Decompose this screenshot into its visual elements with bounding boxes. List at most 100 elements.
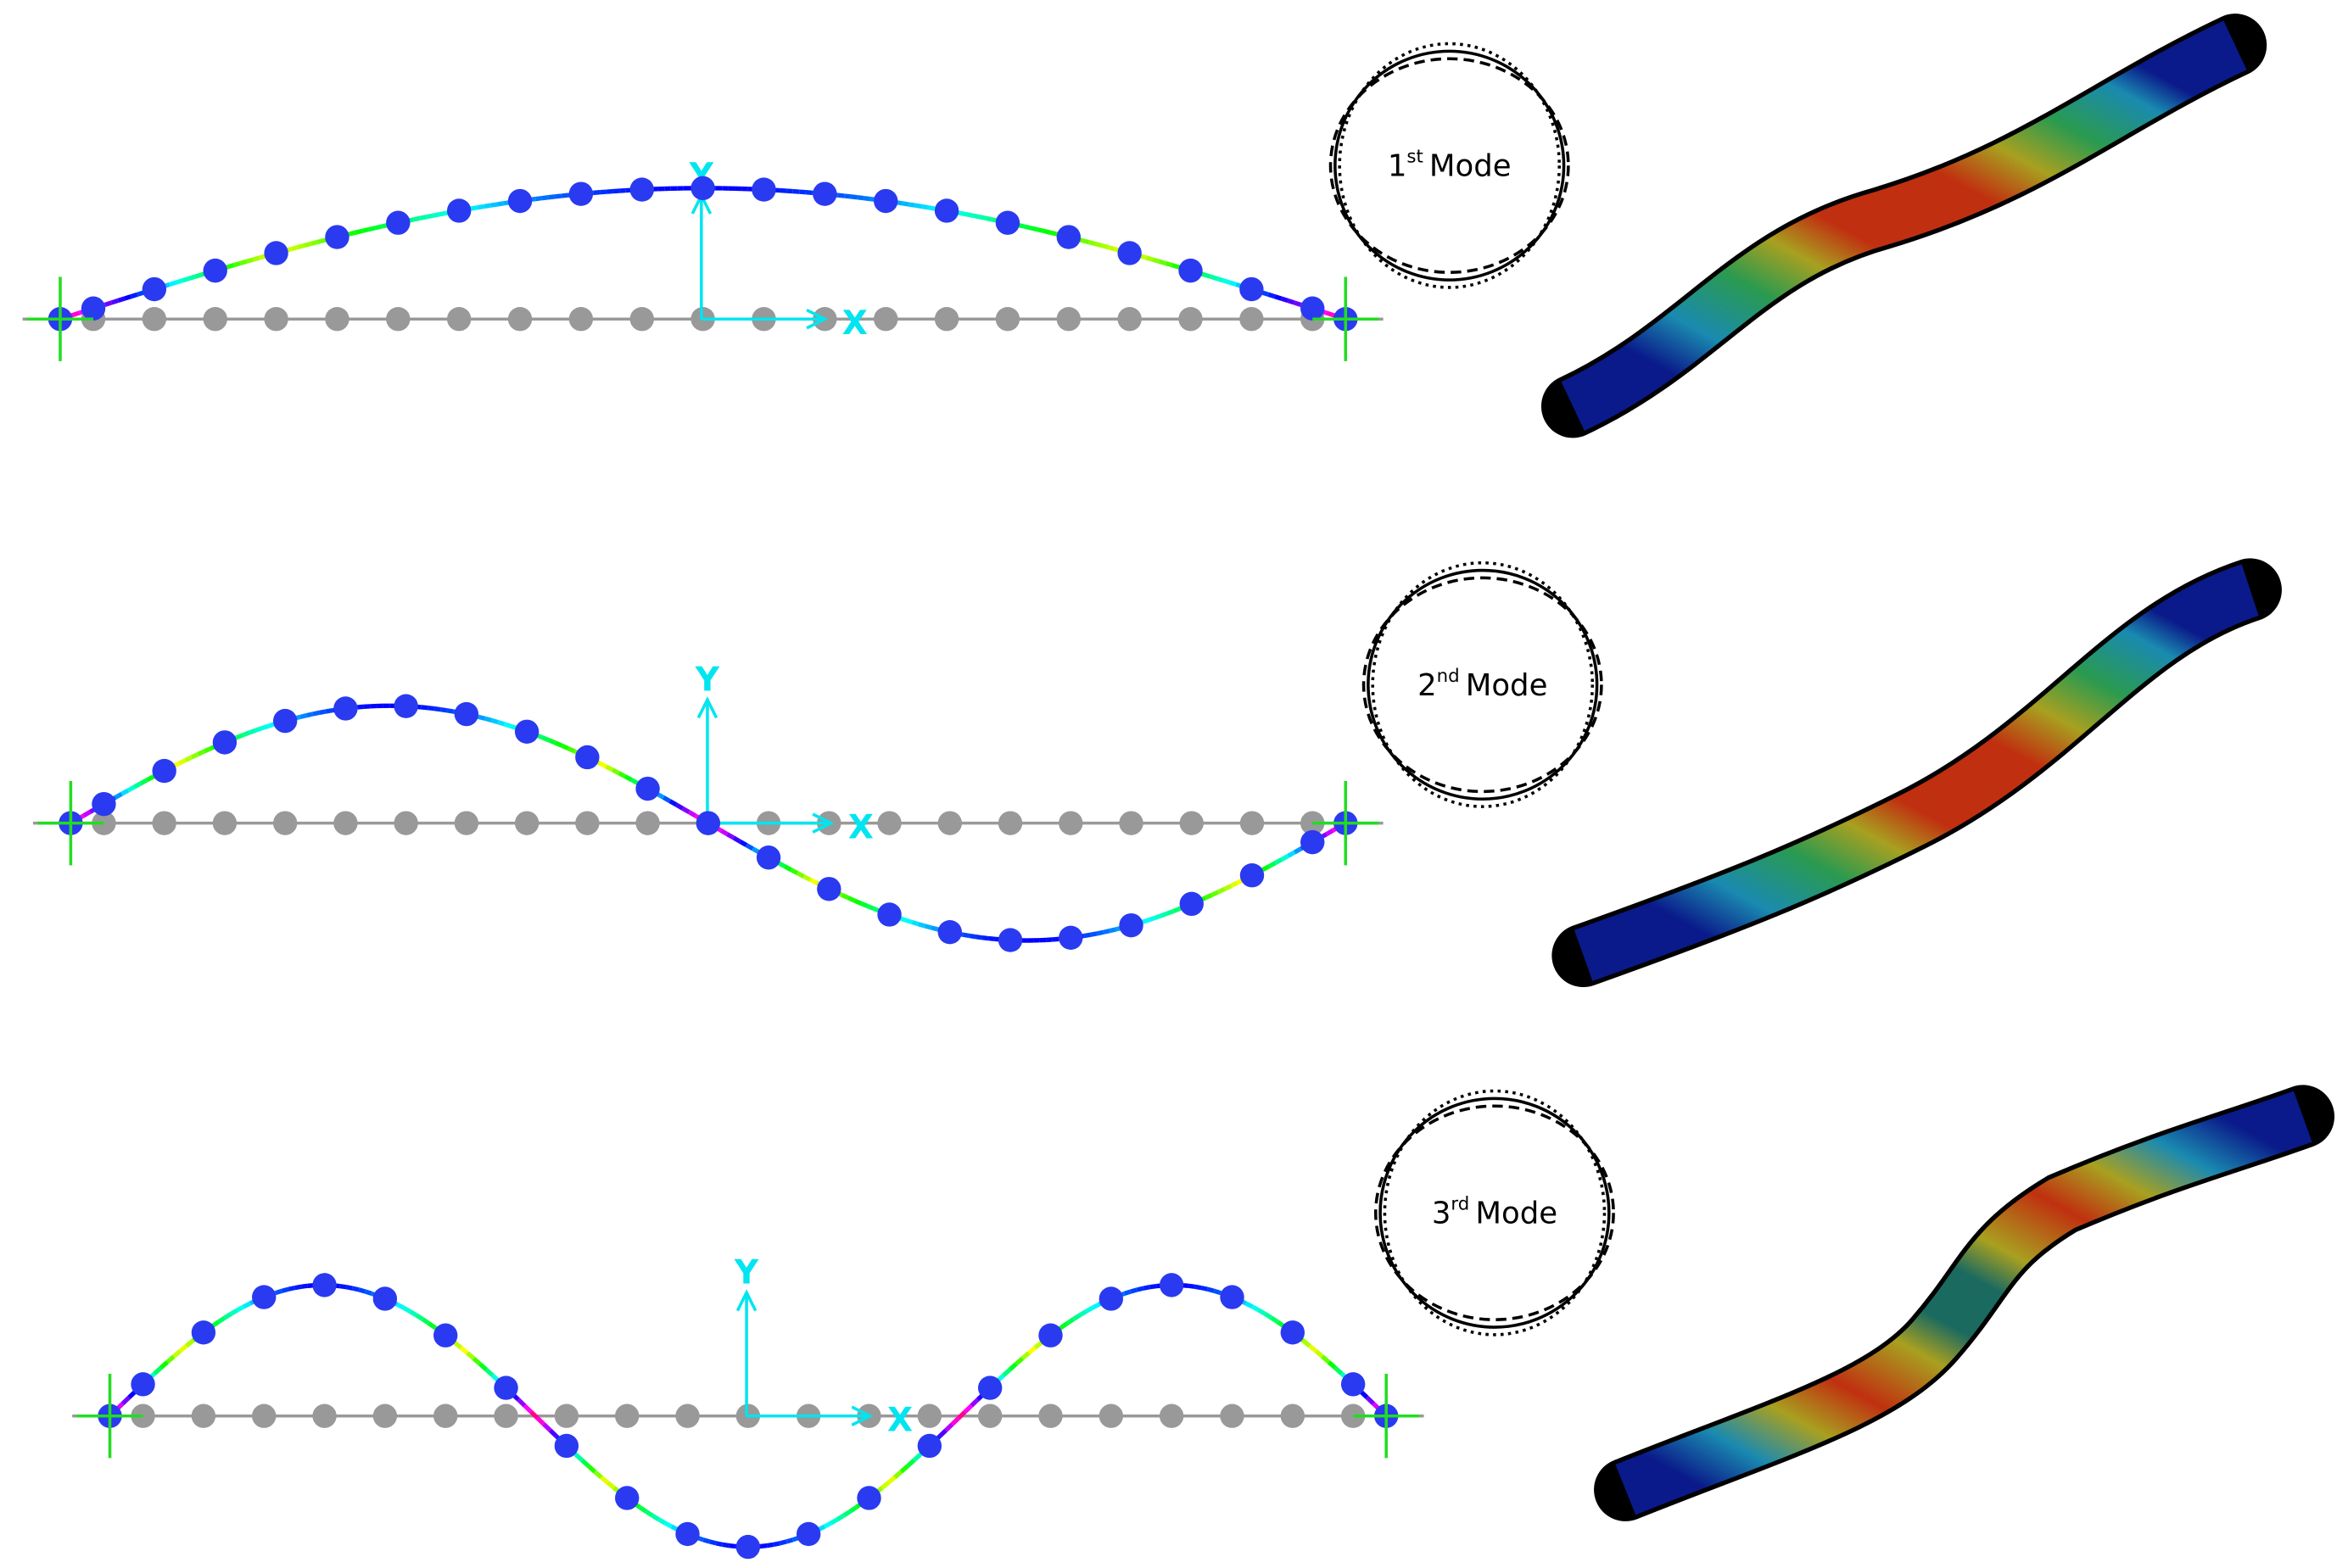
deformed-curve: [1001, 1368, 1012, 1377]
deformed-curve: [453, 1340, 462, 1350]
undeformed-node: [1099, 1403, 1124, 1428]
deformed-curve: [1229, 280, 1238, 287]
deformed-node: [1159, 1273, 1184, 1297]
deformed-curve: [674, 802, 685, 811]
deformed-curve: [187, 274, 196, 282]
deformed-curve: [490, 202, 498, 208]
deformed-curve: [484, 1368, 495, 1377]
deformed-curve: [472, 1356, 482, 1366]
deformed-curve: [555, 193, 562, 199]
deformed-node: [934, 198, 959, 223]
deformed-curve: [662, 795, 672, 804]
deformed-node: [433, 1323, 458, 1348]
deformed-curve: [1091, 1302, 1100, 1310]
deformed-curve: [1020, 1351, 1031, 1360]
deformed-node: [386, 210, 411, 235]
deformed-curve: [1301, 1338, 1311, 1348]
deformed-curve: [110, 298, 119, 305]
deformed-node: [554, 1433, 579, 1459]
deformed-curve: [931, 925, 939, 932]
deformed-curve: [1165, 260, 1173, 268]
deformed-curve: [248, 728, 257, 735]
section-dotted: [1383, 1089, 1607, 1336]
arrow-x: [851, 1405, 874, 1426]
deformed-curve: [836, 1513, 846, 1521]
deformed-curve: [728, 1543, 736, 1549]
deformed-curve: [623, 774, 633, 783]
deformed-curve: [1023, 224, 1031, 231]
undeformed-node: [386, 307, 411, 332]
deformed-node: [615, 1486, 640, 1510]
undeformed-node: [575, 811, 600, 835]
deformed-curve: [842, 1509, 852, 1518]
deformed-curve: [1096, 929, 1104, 936]
deformed-node: [1038, 1323, 1063, 1348]
undeformed-node: [325, 307, 349, 332]
deformed-curve: [773, 1541, 781, 1547]
undeformed-node: [264, 307, 288, 332]
deformed-curve: [912, 1453, 922, 1462]
deformed-curve: [242, 730, 250, 738]
deformed-curve: [1030, 226, 1038, 232]
mode-number: 1: [1388, 149, 1407, 184]
deformed-curve: [981, 935, 989, 941]
mode-shape-panel: Y X 3rd Mode: [72, 1089, 1615, 1560]
undeformed-node: [934, 307, 959, 332]
deformed-curve: [927, 204, 935, 211]
deformed-curve: [1100, 243, 1109, 250]
deformed-curve: [1036, 226, 1044, 233]
deformed-node: [1117, 241, 1142, 265]
deformed-curve: [1103, 929, 1110, 935]
deformed-curve: [260, 723, 270, 731]
undeformed-node: [433, 1403, 458, 1428]
section-dashed: [1328, 57, 1570, 274]
deformed-curve: [146, 774, 155, 783]
deformed-node: [212, 730, 238, 755]
deformed-curve: [841, 893, 850, 901]
deformed-curve: [630, 778, 640, 786]
deformed-curve: [459, 1346, 469, 1355]
deformed-curve: [1261, 864, 1271, 872]
tube-mode-1: [1561, 20, 2247, 432]
deformed-curve: [1123, 1289, 1132, 1296]
deformed-curve: [126, 784, 136, 793]
deformed-curve: [523, 1403, 533, 1414]
deformed-curve: [355, 228, 363, 235]
deformed-curve: [580, 1459, 590, 1468]
undeformed-node: [494, 1403, 518, 1428]
deformed-curve: [1085, 1305, 1094, 1314]
deformed-node: [877, 902, 902, 927]
deformed-node: [1300, 296, 1325, 321]
deformed-curve: [1267, 292, 1276, 299]
deformed-curve: [760, 1543, 768, 1549]
undeformed-node: [1056, 307, 1081, 332]
deformed-curve: [618, 771, 627, 779]
deformed-node: [874, 188, 898, 214]
deformed-curve: [830, 1517, 839, 1526]
deformed-curve: [236, 1304, 245, 1313]
undeformed-node: [1038, 1403, 1063, 1428]
deformed-curve: [651, 1513, 660, 1521]
deformed-curve: [349, 230, 357, 237]
deformed-curve: [732, 835, 741, 844]
deformed-curve: [548, 194, 556, 200]
deformed-curve: [216, 1315, 226, 1325]
deformed-curve: [1059, 1321, 1069, 1331]
deformed-curve: [1153, 913, 1162, 921]
deformed-curve: [1222, 278, 1231, 285]
deformed-curve: [1109, 927, 1117, 934]
deformed-curve: [1065, 1317, 1076, 1325]
mode-label: 3rd Mode: [1432, 1194, 1557, 1231]
deformed-curve: [1160, 911, 1168, 918]
deformed-curve: [428, 1321, 437, 1331]
deformed-curve: [587, 1464, 597, 1474]
deformed-curve: [419, 215, 428, 220]
deformed-curve: [478, 204, 485, 210]
deformed-node: [394, 694, 418, 718]
undeformed-node: [1220, 1403, 1244, 1428]
deformed-curve: [177, 758, 187, 766]
deformed-curve: [739, 839, 748, 847]
deformed-curve: [1107, 244, 1115, 252]
deformed-curve: [130, 292, 138, 299]
deformed-curve: [364, 1289, 372, 1296]
